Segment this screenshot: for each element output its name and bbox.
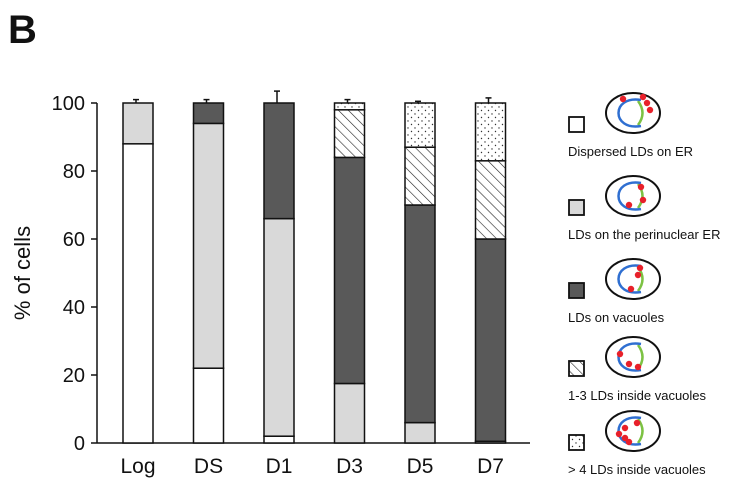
lipid-droplet-icon [616, 350, 624, 358]
x-tick-label: D3 [336, 455, 363, 478]
y-tick-label: 0 [74, 433, 85, 455]
bar-segment [404, 421, 436, 444]
lipid-droplet-icon [646, 106, 654, 114]
bar-segment [474, 102, 507, 162]
y-tick-label: 60 [63, 229, 85, 251]
er-icon [617, 98, 642, 128]
cell-icon [605, 175, 661, 217]
lipid-droplet-icon [636, 264, 644, 272]
legend-swatch [568, 360, 585, 377]
lipid-droplet-icon [621, 424, 629, 432]
lipid-droplet-icon [639, 93, 647, 101]
er-icon [617, 264, 642, 294]
lipid-droplet-icon [634, 271, 642, 279]
legend-label: Dispersed LDs on ER [568, 144, 693, 159]
legend-swatch [568, 199, 585, 216]
er-icon [617, 181, 642, 211]
bar-segment [192, 367, 225, 444]
bar-segment [474, 238, 507, 443]
cell-icon [605, 258, 661, 300]
bar-segment [192, 122, 225, 369]
legend: Dispersed LDs on ER LDs on the perinuclea… [568, 92, 720, 477]
bar-segment [122, 102, 154, 145]
lipid-droplet-icon [619, 95, 627, 103]
lipid-droplet-icon [639, 196, 647, 204]
legend-label: > 4 LDs inside vacuoles [568, 462, 706, 477]
bar-segment [122, 143, 154, 444]
bar-segment [333, 382, 366, 444]
lipid-droplet-icon [621, 434, 629, 442]
legend-label: 1-3 LDs inside vacuoles [568, 388, 707, 403]
legend-swatch [568, 434, 585, 451]
er-icon [617, 342, 642, 372]
vacuole-icon [636, 100, 644, 126]
bar-segment [333, 109, 366, 159]
bar-segment [263, 217, 295, 437]
bar-segment [404, 146, 436, 206]
cell-membrane-icon [605, 336, 661, 378]
cell-icon [605, 92, 661, 134]
bar-segment [474, 160, 507, 240]
axes: 0 20 40 60 80 100 % of cells [10, 93, 530, 455]
lipid-droplet-icon [634, 363, 642, 371]
lipid-droplet-icon [615, 430, 623, 438]
lipid-droplet-icon [625, 360, 633, 368]
bar-segment [263, 102, 295, 220]
x-tick-label: D5 [407, 455, 434, 478]
cell-icon [605, 410, 661, 452]
legend-swatch [568, 116, 585, 133]
panel-label: B [8, 8, 37, 52]
x-tick-label: D1 [266, 455, 293, 478]
cell-membrane-icon [605, 175, 661, 217]
legend-label: LDs on the perinuclear ER [568, 227, 720, 242]
bar-segment [404, 102, 436, 148]
bar-segment [333, 102, 366, 111]
y-axis-label: % of cells [10, 226, 35, 320]
lipid-droplet-icon [643, 99, 651, 107]
lipid-droplet-icon [633, 419, 641, 427]
x-tick-label: D7 [477, 455, 504, 478]
cell-icon [605, 336, 661, 378]
bars: Log DS D1 D3 D5 D7 [120, 90, 507, 478]
legend-swatch [568, 282, 585, 299]
y-tick-label: 40 [63, 297, 85, 319]
y-tick-label: 20 [63, 365, 85, 387]
legend-label: LDs on vacuoles [568, 310, 665, 325]
y-tick-label: 80 [63, 161, 85, 183]
lipid-droplet-icon [637, 183, 645, 191]
x-tick-label: DS [194, 455, 223, 478]
lipid-droplet-icon [625, 438, 633, 446]
lipid-droplet-icon [627, 285, 635, 293]
bar-segment [263, 435, 295, 444]
y-tick-label: 100 [52, 93, 85, 115]
bar-segment [404, 204, 436, 424]
cell-membrane-icon [605, 410, 661, 452]
cell-membrane-icon [605, 258, 661, 300]
x-tick-label: Log [120, 455, 155, 478]
bar-segment [192, 102, 225, 125]
bar-segment [333, 156, 366, 385]
lipid-droplet-icon [625, 201, 633, 209]
